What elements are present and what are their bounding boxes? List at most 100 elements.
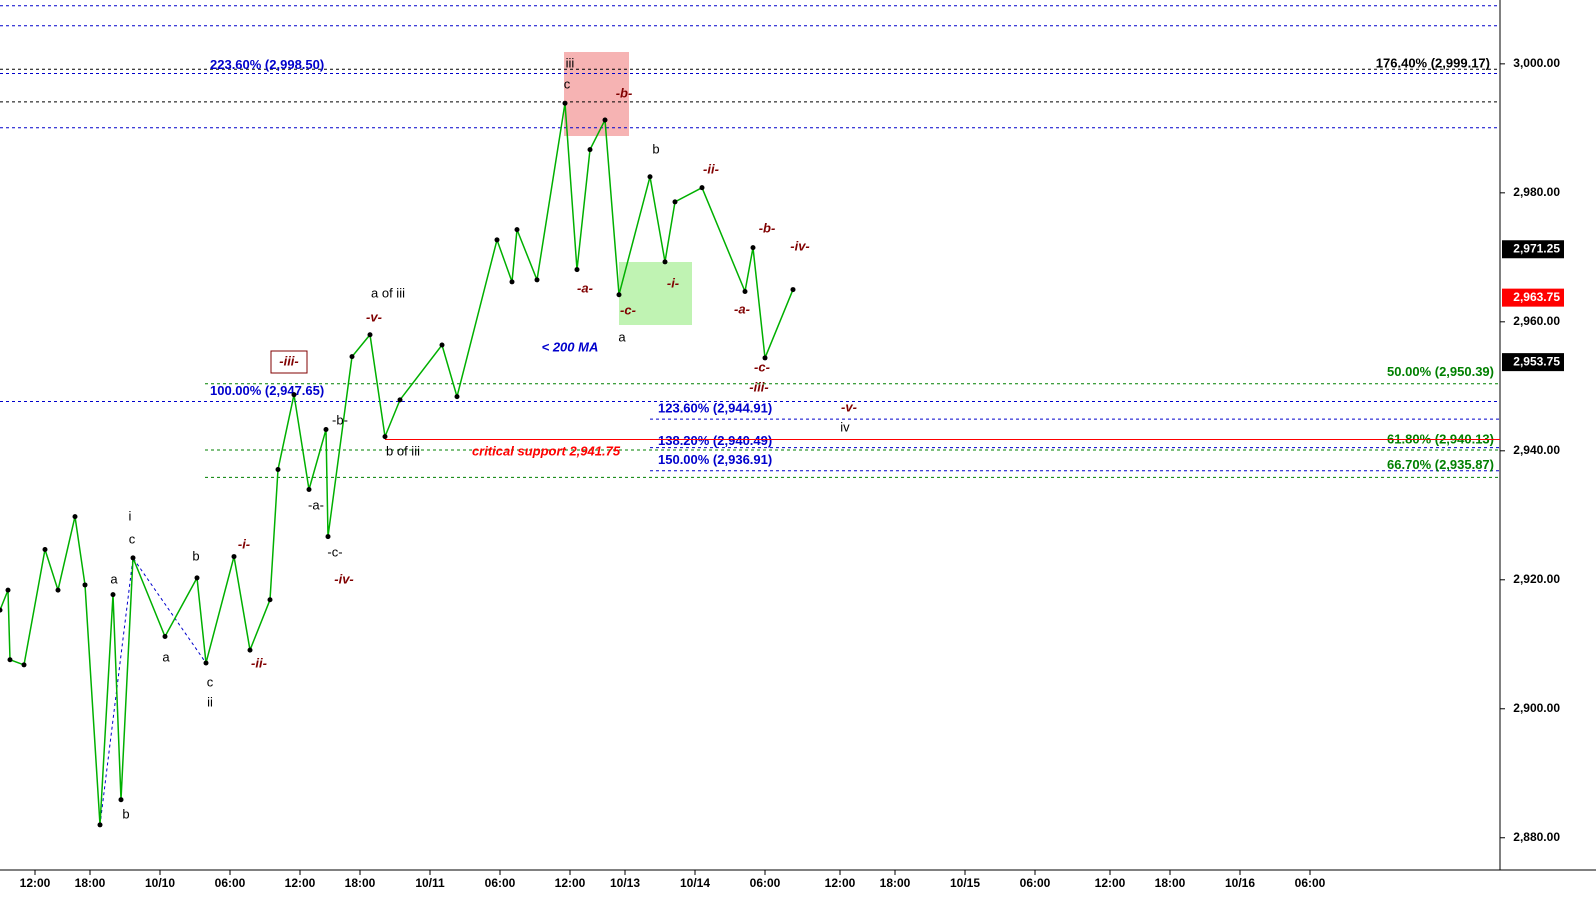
pivot-dot bbox=[602, 117, 608, 123]
pivot-dot bbox=[194, 575, 200, 581]
price-tag-label: 2,971.25 bbox=[1513, 241, 1560, 255]
level-label: 223.60% (2,998.50) bbox=[210, 57, 324, 72]
pivot-dot bbox=[72, 514, 78, 520]
y-tick-label: 2,920.00 bbox=[1513, 572, 1560, 586]
pivot-dot bbox=[231, 554, 237, 560]
x-tick-label: 06:00 bbox=[750, 876, 781, 890]
wave-label: b bbox=[652, 141, 659, 156]
y-tick-label: 2,960.00 bbox=[1513, 314, 1560, 328]
pivot-dot bbox=[97, 822, 103, 828]
pivot-dot bbox=[672, 199, 678, 205]
pivot-dot bbox=[42, 546, 48, 552]
wave-label: b bbox=[122, 806, 129, 821]
pivot-dot bbox=[699, 185, 705, 191]
x-tick-label: 06:00 bbox=[1295, 876, 1326, 890]
x-tick-label: 12:00 bbox=[555, 876, 586, 890]
y-tick-label: 2,900.00 bbox=[1513, 701, 1560, 715]
level-label: 150.00% (2,936.91) bbox=[658, 452, 772, 467]
pivot-dot bbox=[275, 467, 281, 473]
level-label: 123.60% (2,944.91) bbox=[658, 401, 772, 416]
x-tick-label: 10/15 bbox=[950, 876, 980, 890]
level-label: 61.80% (2,940.13) bbox=[1387, 431, 1494, 446]
wave-label: < 200 MA bbox=[542, 339, 599, 354]
wave-label: -v- bbox=[841, 399, 857, 414]
wave-label: -a- bbox=[577, 280, 593, 295]
level-label: 176.40% (2,999.17) bbox=[1376, 56, 1490, 71]
wave-label: -b- bbox=[616, 85, 633, 100]
price-tag bbox=[1502, 288, 1564, 307]
pivot-dot bbox=[397, 397, 403, 403]
pivot-dot bbox=[454, 394, 460, 400]
pivot-dot bbox=[323, 427, 329, 433]
pivot-dot bbox=[21, 662, 27, 668]
pivot-dot bbox=[534, 277, 540, 283]
wave-label: b bbox=[192, 548, 199, 563]
x-tick-label: 06:00 bbox=[1020, 876, 1051, 890]
x-tick-label: 18:00 bbox=[880, 876, 911, 890]
pivot-dot bbox=[367, 332, 373, 338]
x-tick-label: 10/11 bbox=[415, 876, 445, 890]
price-tag-label: 2,953.75 bbox=[1513, 354, 1560, 368]
price-tag bbox=[1502, 353, 1564, 372]
price-tag-label: 2,963.75 bbox=[1513, 290, 1560, 304]
pivot-dot bbox=[514, 227, 520, 233]
wave-label: a bbox=[110, 571, 118, 586]
wave-label: b of iii bbox=[386, 443, 420, 458]
y-tick-label: 2,980.00 bbox=[1513, 185, 1560, 199]
wave-label: iv bbox=[840, 419, 850, 434]
pivot-dot bbox=[5, 587, 11, 593]
x-tick-label: 10/13 bbox=[610, 876, 640, 890]
pivot-dot bbox=[118, 797, 124, 803]
x-tick-label: 12:00 bbox=[285, 876, 316, 890]
pivot-dot bbox=[7, 657, 13, 663]
pivot-dot bbox=[616, 292, 622, 298]
pivot-dot bbox=[494, 237, 500, 243]
wave-label: -v- bbox=[366, 309, 382, 324]
pivot-dot bbox=[267, 597, 273, 603]
x-tick-label: 10/10 bbox=[145, 876, 175, 890]
x-tick-label: 12:00 bbox=[20, 876, 51, 890]
wave-label: -c- bbox=[620, 302, 636, 317]
pivot-dot bbox=[562, 100, 568, 106]
x-tick-label: 10/14 bbox=[680, 876, 710, 890]
wave-label: -c- bbox=[754, 359, 770, 374]
pivot-dot bbox=[762, 355, 768, 361]
support-label: critical support 2,941.75 bbox=[472, 443, 621, 458]
resistance-box bbox=[564, 52, 629, 136]
wave-label: -iii- bbox=[279, 353, 299, 368]
x-tick-label: 18:00 bbox=[75, 876, 106, 890]
wave-label: c bbox=[564, 76, 571, 91]
wave-label: -iii- bbox=[749, 379, 769, 394]
pivot-dot bbox=[325, 534, 331, 540]
pivot-dot bbox=[574, 267, 580, 273]
pivot-dot bbox=[742, 289, 748, 295]
level-label: 100.00% (2,947.65) bbox=[210, 383, 324, 398]
wave-label: -i- bbox=[238, 536, 250, 551]
wave-label: -a- bbox=[734, 301, 750, 316]
wave-label: a bbox=[162, 649, 170, 664]
wave-guide bbox=[99, 556, 207, 826]
pivot-dot bbox=[55, 587, 61, 593]
x-tick-label: 12:00 bbox=[825, 876, 856, 890]
pivot-dot bbox=[382, 434, 388, 440]
x-tick-label: 12:00 bbox=[1095, 876, 1126, 890]
x-tick-label: 18:00 bbox=[345, 876, 376, 890]
x-tick-label: 06:00 bbox=[215, 876, 246, 890]
pivot-dot bbox=[509, 279, 515, 285]
pivot-dot bbox=[662, 259, 668, 265]
price-line bbox=[0, 103, 794, 825]
wave-label: -c- bbox=[327, 544, 342, 559]
y-tick-label: 2,940.00 bbox=[1513, 443, 1560, 457]
pivot-dot bbox=[247, 647, 253, 653]
x-tick-label: 10/16 bbox=[1225, 876, 1255, 890]
level-label: 138.20% (2,940.49) bbox=[658, 433, 772, 448]
wave-label: -ii- bbox=[251, 655, 267, 670]
pivot-dot bbox=[291, 392, 297, 398]
wave-label: iii bbox=[566, 55, 575, 70]
pivot-dot bbox=[790, 287, 796, 293]
wave-label: -iv- bbox=[334, 571, 354, 586]
annotation-box bbox=[270, 350, 308, 374]
pivot-dot bbox=[750, 245, 756, 251]
pivot-dot bbox=[0, 607, 3, 613]
